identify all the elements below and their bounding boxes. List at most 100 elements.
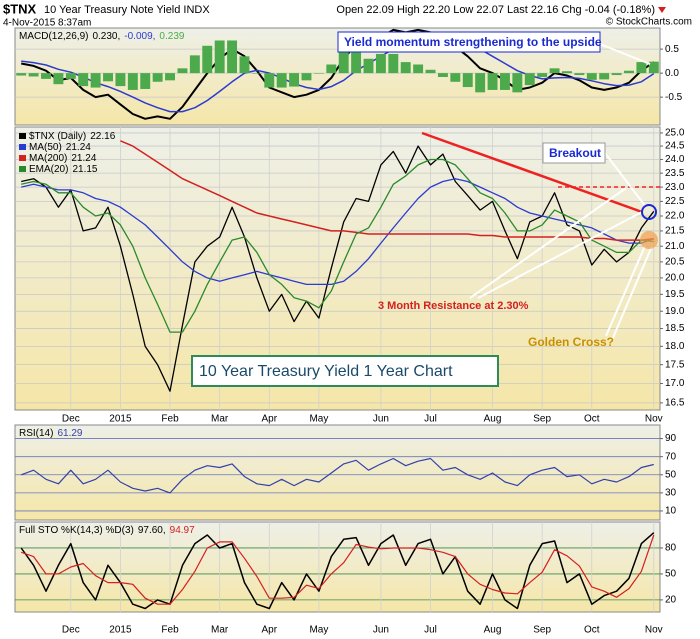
histogram-bar bbox=[375, 53, 386, 74]
x-tick-label: Mar bbox=[211, 625, 229, 636]
x-tick-label: Apr bbox=[261, 414, 277, 425]
note-box bbox=[337, 31, 601, 53]
panel-title: MACD(12,26,9) bbox=[19, 31, 88, 42]
histogram-bar bbox=[326, 64, 337, 74]
y-tick-label: 21.0 bbox=[665, 241, 685, 252]
annotations: Yield momentum strengthening to the upsi… bbox=[191, 31, 660, 387]
y-tick-label: 70 bbox=[665, 451, 677, 462]
histogram-bar bbox=[425, 69, 436, 74]
legend-name: EMA(20) bbox=[29, 164, 68, 175]
histogram-bar bbox=[189, 55, 200, 74]
y-tick-label: 20 bbox=[665, 595, 677, 606]
histogram-bar bbox=[227, 40, 238, 74]
x-tick-label: May bbox=[309, 625, 328, 636]
legend-entry: MA(200) 21.24 bbox=[29, 153, 97, 164]
legend-entry: MA(50) 21.24 bbox=[29, 142, 91, 153]
y-tick-label: 20.0 bbox=[665, 273, 685, 284]
credit: © StockCharts.com bbox=[606, 17, 692, 28]
histogram-bar bbox=[165, 73, 176, 81]
panel-title: RSI(14) bbox=[19, 428, 53, 439]
x-tick-label: Dec bbox=[62, 414, 80, 425]
legend-name: MA(50) bbox=[29, 142, 62, 153]
y-tick-label: 17.5 bbox=[665, 359, 685, 370]
histogram-bar bbox=[53, 73, 64, 85]
histogram-bar bbox=[313, 73, 324, 74]
y-tick-label: 24.5 bbox=[665, 141, 685, 152]
y-tick-label: 0.5 bbox=[665, 44, 679, 55]
x-tick-label: Feb bbox=[161, 625, 179, 636]
panel-legend: RSI(14) 61.29 bbox=[19, 428, 83, 439]
histogram-bar bbox=[499, 73, 510, 90]
legend-name: MA(200) bbox=[29, 153, 67, 164]
histogram-bar bbox=[239, 56, 250, 74]
panel-legend: MACD(12,26,9) 0.230, -0.009, 0.239 bbox=[19, 31, 185, 42]
series-line bbox=[20, 457, 654, 494]
cross-circle bbox=[640, 231, 658, 249]
pointer bbox=[611, 245, 653, 341]
histogram-bar bbox=[152, 73, 163, 82]
pointer bbox=[604, 152, 647, 208]
legend-value: -0.009, bbox=[124, 31, 155, 42]
legend-entry: EMA(20) 21.15 bbox=[29, 164, 98, 175]
legend-swatch bbox=[19, 166, 26, 172]
y-tick-label: 90 bbox=[665, 433, 677, 444]
series-line bbox=[21, 34, 655, 113]
legend-swatch bbox=[19, 155, 26, 161]
legend-value: 21.24 bbox=[66, 142, 91, 153]
security-name: 10 Year Treasury Note Yield INDX bbox=[44, 4, 210, 16]
y-tick-label: 30 bbox=[665, 487, 677, 498]
histogram-bar bbox=[599, 73, 610, 80]
legend-value: 97.60, bbox=[138, 525, 166, 536]
y-tick-label: 50 bbox=[665, 569, 677, 580]
histogram-bar bbox=[90, 73, 101, 88]
caption: 10 Year Treasury Yield 1 Year Chart bbox=[199, 363, 453, 380]
x-tick-label: Apr bbox=[261, 625, 277, 636]
date: 4-Nov-2015 8:37am bbox=[3, 18, 91, 29]
golden-cross-note: Golden Cross? bbox=[528, 335, 614, 349]
legend-entry: $TNX (Daily) 22.16 bbox=[29, 131, 116, 142]
x-tick-label: Nov bbox=[645, 414, 663, 425]
panels: -0.5 0.0 0.5 MACD(12,26,9) 0.230, -0.009, 0.23… bbox=[14, 27, 685, 636]
x-tick-label: 2015 bbox=[109, 414, 132, 425]
y-tick-label: 24.0 bbox=[665, 154, 685, 165]
histogram-bar bbox=[202, 45, 213, 74]
legend-value: 0.230, bbox=[92, 31, 120, 42]
y-tick-label: 22.5 bbox=[665, 196, 685, 207]
histogram-bar bbox=[624, 70, 634, 74]
resistance-note: 3 Month Resistance at 2.30% bbox=[378, 300, 529, 312]
series-line bbox=[120, 140, 654, 241]
panel-legend: Full STO %K(14,3) %D(3) 97.60, 94.97 bbox=[19, 525, 195, 536]
histogram-bar bbox=[462, 73, 473, 88]
pointer bbox=[477, 211, 643, 299]
histogram-bar bbox=[214, 40, 225, 74]
panel-title: Full STO %K(14,3) %D(3) bbox=[19, 525, 134, 536]
macd-note: Yield momentum strengthening to the upsi… bbox=[344, 35, 602, 49]
note-box bbox=[542, 142, 606, 164]
x-tick-label: Feb bbox=[161, 414, 179, 425]
histogram-bar bbox=[437, 73, 448, 77]
series-line bbox=[21, 158, 654, 333]
histogram-bar bbox=[276, 73, 287, 88]
x-tick-label: Aug bbox=[484, 625, 502, 636]
histogram-bar bbox=[586, 73, 597, 80]
y-tick-label: 18.0 bbox=[665, 341, 685, 352]
x-tick-label: Jul bbox=[424, 625, 437, 636]
histogram-bar bbox=[450, 73, 461, 82]
legend-value: 94.97 bbox=[170, 525, 195, 536]
histogram-bar bbox=[524, 73, 535, 86]
histogram-bar bbox=[301, 73, 312, 81]
x-tick-label: Jun bbox=[373, 625, 389, 636]
y-tick-label: 10 bbox=[665, 506, 677, 517]
x-tick-label: Jul bbox=[424, 414, 437, 425]
histogram-bar bbox=[140, 73, 151, 89]
legend-value: 61.29 bbox=[57, 428, 82, 439]
y-tick-label: 0.0 bbox=[665, 68, 679, 79]
x-tick-label: Oct bbox=[584, 414, 600, 425]
histogram-bar bbox=[103, 73, 113, 82]
histogram-bar bbox=[537, 73, 548, 77]
x-tick-label: Aug bbox=[484, 414, 502, 425]
histogram-bar bbox=[400, 62, 411, 74]
y-tick-label: 23.0 bbox=[665, 182, 685, 193]
series-line bbox=[21, 145, 655, 392]
